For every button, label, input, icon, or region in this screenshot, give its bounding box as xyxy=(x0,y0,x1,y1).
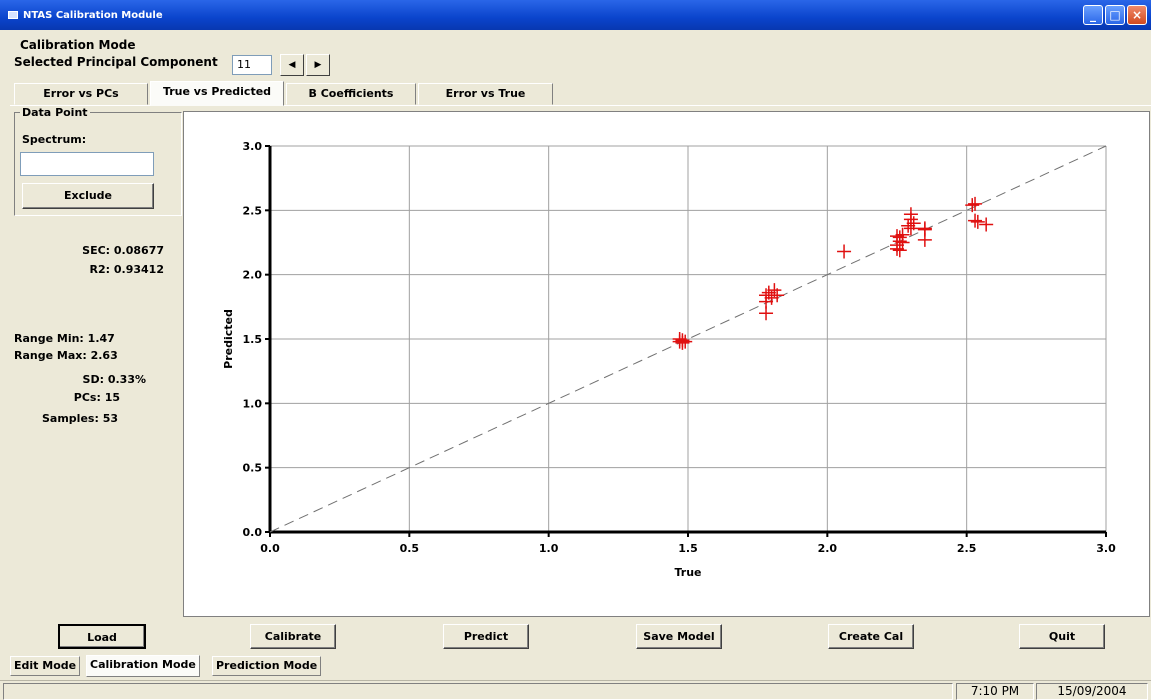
data-point-group xyxy=(14,112,182,216)
y-tick-label: 1.5 xyxy=(243,333,263,346)
pc-label: Selected Principal Component xyxy=(14,55,218,69)
x-tick-label: 2.5 xyxy=(957,542,977,555)
data-point xyxy=(968,196,983,211)
pc-next-button[interactable]: ▶ xyxy=(306,54,330,76)
load-button[interactable]: Load xyxy=(58,624,146,649)
x-tick-label: 0.5 xyxy=(400,542,420,555)
close-icon[interactable]: × xyxy=(1127,5,1147,25)
data-point xyxy=(903,207,918,222)
spectrum-input[interactable] xyxy=(20,152,154,176)
tab-divider xyxy=(10,105,1151,106)
data-point xyxy=(764,290,779,305)
y-tick-label: 3.0 xyxy=(243,140,263,153)
window-controls: _ □ × xyxy=(1083,5,1147,25)
range-max-value: Range Max: 2.63 xyxy=(14,349,118,362)
range-min-value: Range Min: 1.47 xyxy=(14,332,115,345)
x-tick-label: 3.0 xyxy=(1096,542,1116,555)
x-tick-label: 0.0 xyxy=(260,542,280,555)
data-point xyxy=(895,235,910,250)
data-point xyxy=(678,334,693,349)
y-tick-label: 1.0 xyxy=(243,397,263,410)
chart-panel: 0.0 0.5 1.0 1.5 2.0 2.5 3.0 0.0 0.5 1.0 1.5 2.0 2.5 3… xyxy=(183,111,1150,617)
tab-true-vs-predicted[interactable]: True vs Predicted xyxy=(150,81,284,106)
y-tick-label: 0.0 xyxy=(243,526,263,539)
data-point xyxy=(675,335,690,350)
y-tick-label: 2.0 xyxy=(243,269,263,282)
tab-calibration-mode[interactable]: Calibration Mode xyxy=(86,655,200,677)
predict-button[interactable]: Predict xyxy=(443,624,529,649)
mode-title: Calibration Mode xyxy=(20,38,136,52)
arrow-right-icon: ▶ xyxy=(314,60,322,70)
spectrum-label: Spectrum: xyxy=(22,133,87,146)
y-tick-label: 0.5 xyxy=(243,462,263,475)
pcs-value: PCs: 15 xyxy=(73,391,120,404)
status-time: 7:10 PM xyxy=(956,683,1034,700)
x-axis-label: True xyxy=(674,566,701,579)
data-point xyxy=(672,332,687,346)
arrow-left-icon: ◀ xyxy=(288,60,296,70)
calibrate-button[interactable]: Calibrate xyxy=(250,624,336,649)
reference-line xyxy=(269,145,1107,533)
pc-value-field[interactable]: 11 xyxy=(232,55,272,75)
data-point xyxy=(770,288,785,303)
data-point xyxy=(837,244,852,259)
x-tick-label: 2.0 xyxy=(818,542,838,555)
data-point xyxy=(890,229,904,244)
data-point xyxy=(970,214,985,229)
sec-value: SEC: 0.08677 xyxy=(82,244,164,257)
save-model-button[interactable]: Save Model xyxy=(636,624,722,649)
tab-prediction-mode[interactable]: Prediction Mode xyxy=(212,656,322,676)
x-tick-label: 1.0 xyxy=(539,542,559,555)
data-point xyxy=(968,213,983,228)
data-point xyxy=(965,198,980,213)
true-vs-predicted-chart: 0.0 0.5 1.0 1.5 2.0 2.5 3.0 0.0 0.5 1.0 1.5 2.0 2.5 3… xyxy=(222,140,1116,579)
status-bar: 7:10 PM 15/09/2004 xyxy=(0,680,1151,700)
maximize-icon[interactable]: □ xyxy=(1105,5,1125,25)
create-cal-button[interactable]: Create Cal xyxy=(828,624,914,649)
y-tick-label: 2.5 xyxy=(243,204,263,217)
data-point xyxy=(759,294,774,309)
status-date: 15/09/2004 xyxy=(1036,683,1148,700)
y-axis-label: Predicted xyxy=(222,309,235,369)
x-tick-label: 1.5 xyxy=(678,542,698,555)
status-message xyxy=(3,683,953,700)
quit-button[interactable]: Quit xyxy=(1019,624,1105,649)
minimize-icon[interactable]: _ xyxy=(1083,5,1103,25)
pc-prev-button[interactable]: ◀ xyxy=(280,54,304,76)
exclude-button[interactable]: Exclude xyxy=(22,183,154,209)
app-icon xyxy=(8,11,18,19)
data-point xyxy=(903,221,918,236)
tab-b-coefficients[interactable]: B Coefficients xyxy=(286,83,416,105)
data-point-legend: Data Point xyxy=(20,106,90,119)
sd-value: SD: 0.33% xyxy=(82,373,146,386)
samples-value: Samples: 53 xyxy=(42,412,118,425)
data-point xyxy=(901,218,916,233)
title-bar: NTAS Calibration Module _ □ × xyxy=(0,0,1151,30)
tab-error-vs-pcs[interactable]: Error vs PCs xyxy=(14,83,148,105)
window-title: NTAS Calibration Module xyxy=(23,9,163,21)
data-point xyxy=(979,217,994,232)
tab-edit-mode[interactable]: Edit Mode xyxy=(10,656,81,676)
data-point xyxy=(917,221,932,236)
r2-value: R2: 0.93412 xyxy=(89,263,164,276)
tab-error-vs-true[interactable]: Error vs True xyxy=(418,83,553,105)
data-point xyxy=(892,243,907,258)
